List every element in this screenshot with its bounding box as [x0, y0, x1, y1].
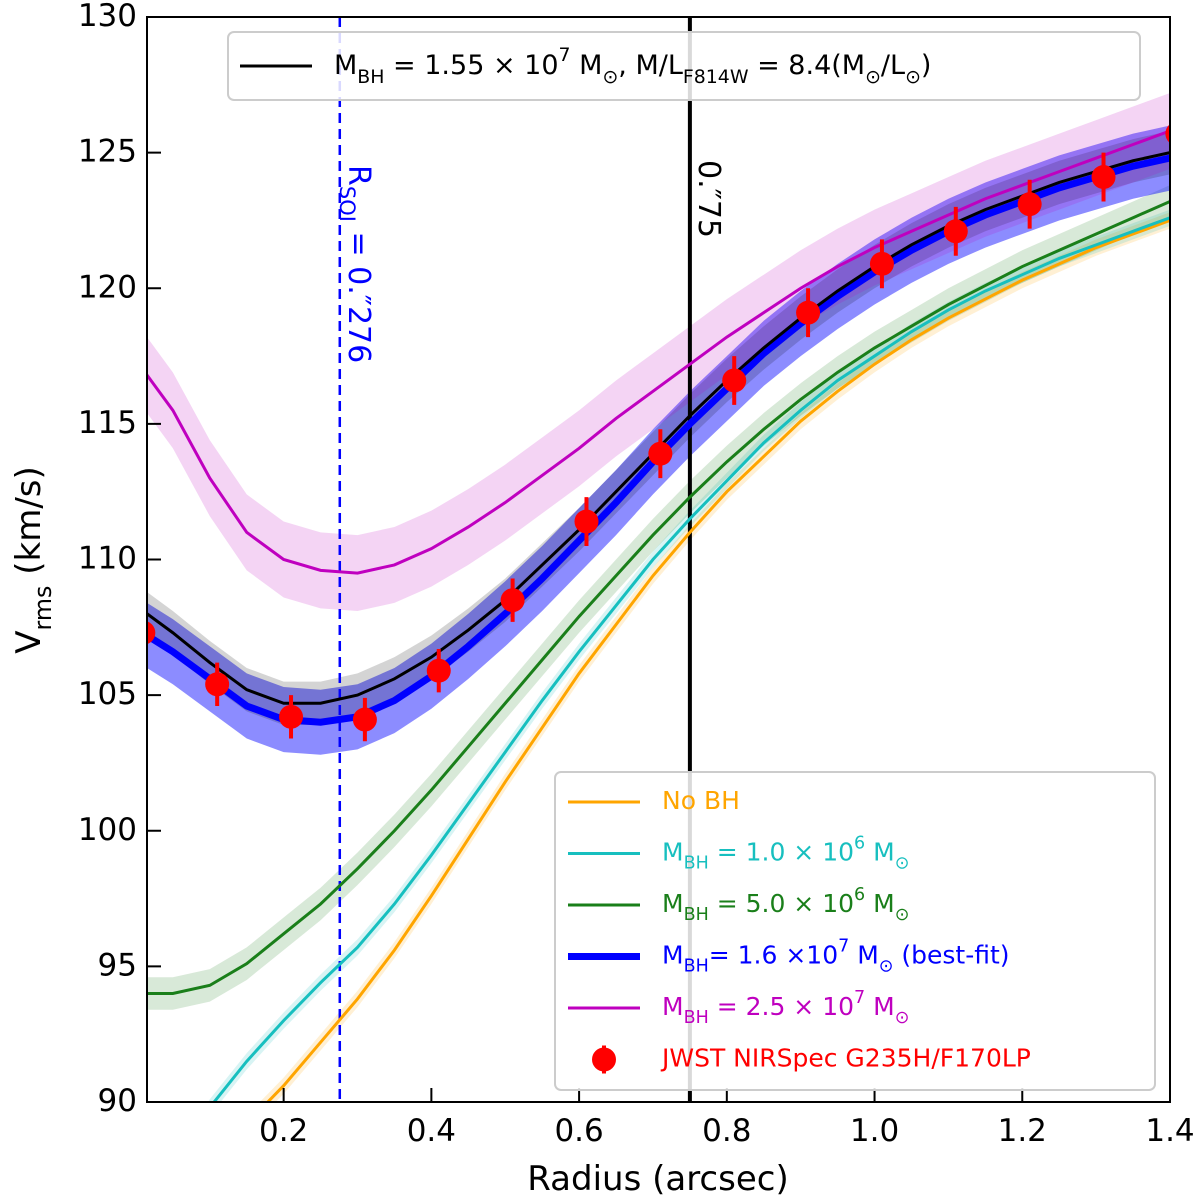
- y-tick-label: 100: [78, 811, 137, 847]
- legend-label: MBH = 1.55 × 107 M⊙, M/LF814W = 8.4(M⊙/L…: [334, 44, 931, 88]
- x-axis-label: Radius (arcsec): [527, 1159, 788, 1199]
- line: [147, 200, 1170, 995]
- data-point: [648, 441, 673, 466]
- legend-box: [227, 31, 1141, 101]
- line: [265, 219, 1170, 1102]
- legend-label: MBH = 5.0 × 106 M⊙: [662, 885, 909, 925]
- data-point: [574, 509, 599, 534]
- data-point: [279, 704, 304, 729]
- data-point: [1091, 165, 1116, 190]
- band: [259, 212, 1170, 1102]
- y-tick-label: 95: [98, 947, 137, 983]
- x-tick-label: 1.0: [850, 1113, 899, 1149]
- legend-label: MBH= 1.6 ×107 M⊙ (best-fit): [662, 937, 1010, 977]
- y-tick-label: 115: [78, 404, 137, 440]
- data-point: [500, 588, 525, 613]
- data-point: [943, 219, 968, 244]
- data-point: [205, 672, 230, 697]
- legend-label: MBH = 1.0 × 106 M⊙: [662, 834, 909, 874]
- line: [147, 129, 1170, 575]
- legend-label: MBH = 2.5 × 107 M⊙: [662, 988, 909, 1028]
- x-tick-label: 1.2: [998, 1113, 1047, 1149]
- data-point: [869, 251, 894, 276]
- data-point: [1165, 124, 1170, 144]
- data-point: [147, 621, 156, 645]
- legend-label: JWST NIRSpec G235H/F170LP: [660, 1044, 1031, 1073]
- data-point: [1017, 192, 1042, 217]
- data-point: [796, 300, 821, 325]
- legend-box: [554, 771, 1156, 1091]
- reference-label: RSOI = 0.″276: [335, 165, 377, 363]
- x-tick-label: 0.8: [702, 1113, 751, 1149]
- band: [147, 130, 1170, 725]
- y-tick-label: 110: [78, 540, 137, 576]
- x-tick-label: 0.2: [259, 1113, 308, 1149]
- legend-label: No BH: [662, 786, 740, 815]
- x-tick-label: 0.4: [407, 1113, 456, 1149]
- data-point: [722, 368, 747, 393]
- plot-area: [147, 17, 1170, 1102]
- legend-swatch: [592, 1047, 616, 1072]
- y-tick-label: 90: [98, 1083, 137, 1119]
- y-tick-label: 130: [78, 0, 137, 34]
- line: [212, 216, 1170, 1102]
- y-tick-label: 120: [78, 269, 137, 305]
- y-tick-label: 125: [78, 133, 137, 169]
- band: [147, 92, 1170, 612]
- reference-label: 0.″75: [691, 160, 726, 238]
- data-point: [426, 658, 451, 683]
- x-tick-label: 1.4: [1145, 1113, 1194, 1149]
- data-point: [352, 707, 377, 732]
- y-axis-label: Vrms (km/s): [9, 466, 57, 654]
- x-tick-label: 0.6: [554, 1113, 603, 1149]
- y-tick-label: 105: [78, 676, 137, 712]
